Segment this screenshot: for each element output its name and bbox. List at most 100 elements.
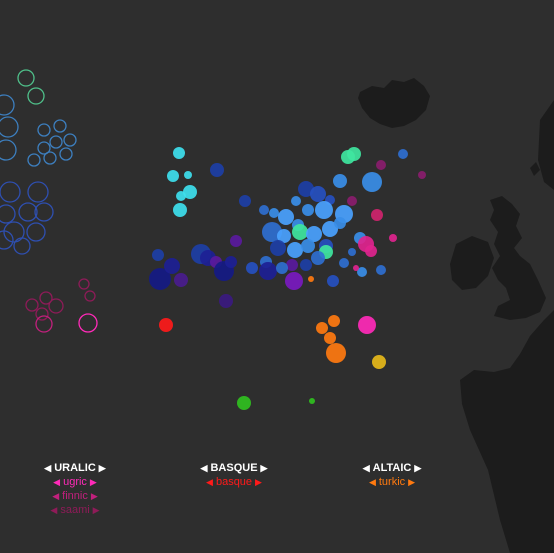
next-arrow-icon[interactable]: ▶ — [89, 477, 97, 487]
prev-arrow-icon[interactable]: ◀ — [362, 463, 370, 473]
language-bubble[interactable] — [365, 245, 377, 257]
language-bubble[interactable] — [219, 294, 233, 308]
language-bubble-outline[interactable] — [49, 135, 63, 149]
language-bubble-outline[interactable] — [35, 307, 49, 321]
family-toggle-basque[interactable]: ◀ BASQUE ▶ — [194, 461, 274, 475]
language-bubble-outline[interactable] — [59, 147, 73, 161]
language-bubble[interactable] — [210, 163, 224, 177]
prev-arrow-icon[interactable]: ◀ — [50, 505, 58, 515]
language-bubble[interactable] — [164, 258, 180, 274]
language-bubble-outline[interactable] — [84, 290, 96, 302]
language-bubble-outline[interactable] — [0, 139, 17, 161]
language-bubble[interactable] — [326, 343, 346, 363]
language-bubble[interactable] — [324, 332, 336, 344]
branch-toggle-basque[interactable]: ◀ basque ▶ — [194, 475, 274, 489]
language-bubble-outline[interactable] — [27, 153, 41, 167]
language-bubble[interactable] — [300, 259, 312, 271]
language-bubble[interactable] — [152, 249, 164, 261]
language-bubble-outline[interactable] — [78, 313, 98, 333]
language-bubble[interactable] — [259, 262, 277, 280]
branch-toggle-saami[interactable]: ◀ saami ▶ — [36, 503, 114, 517]
language-bubble[interactable] — [347, 147, 361, 161]
language-bubble-outline[interactable] — [37, 141, 51, 155]
language-bubble-outline[interactable] — [53, 119, 67, 133]
language-bubble[interactable] — [259, 205, 269, 215]
language-bubble[interactable] — [311, 251, 325, 265]
language-bubble-outline[interactable] — [34, 202, 54, 222]
prev-arrow-icon[interactable]: ◀ — [200, 463, 208, 473]
language-bubble-outline[interactable] — [25, 298, 39, 312]
next-arrow-icon[interactable]: ▶ — [98, 463, 106, 473]
language-bubble[interactable] — [327, 275, 339, 287]
language-bubble[interactable] — [334, 217, 346, 229]
language-bubble-outline[interactable] — [43, 151, 57, 165]
language-bubble-outline[interactable] — [26, 222, 46, 242]
language-bubble[interactable] — [362, 172, 382, 192]
language-bubble[interactable] — [174, 273, 188, 287]
language-bubble[interactable] — [287, 242, 303, 258]
language-bubble-outline[interactable] — [3, 221, 25, 243]
language-bubble[interactable] — [292, 224, 308, 240]
language-bubble[interactable] — [173, 203, 187, 217]
language-bubble[interactable] — [278, 209, 294, 225]
next-arrow-icon[interactable]: ▶ — [408, 477, 416, 487]
language-bubble[interactable] — [357, 267, 367, 277]
language-bubble-outline[interactable] — [0, 181, 21, 203]
language-bubble[interactable] — [308, 276, 314, 282]
prev-arrow-icon[interactable]: ◀ — [44, 463, 52, 473]
language-bubble[interactable] — [306, 226, 322, 242]
prev-arrow-icon[interactable]: ◀ — [52, 491, 60, 501]
language-bubble-outline[interactable] — [48, 298, 64, 314]
family-toggle-altaic[interactable]: ◀ ALTAIC ▶ — [354, 461, 430, 475]
language-bubble-outline[interactable] — [0, 94, 15, 116]
language-bubble-outline[interactable] — [0, 230, 14, 250]
next-arrow-icon[interactable]: ▶ — [255, 477, 262, 487]
language-bubble-outline[interactable] — [35, 315, 53, 333]
language-bubble[interactable] — [358, 316, 376, 334]
language-bubble-outline[interactable] — [0, 116, 19, 138]
branch-toggle-finnic[interactable]: ◀ finnic ▶ — [36, 489, 114, 503]
language-bubble[interactable] — [269, 208, 279, 218]
language-bubble[interactable] — [389, 234, 397, 242]
language-bubble[interactable] — [159, 318, 173, 332]
language-bubble-outline[interactable] — [0, 204, 16, 224]
language-bubble[interactable] — [149, 268, 171, 290]
language-bubble[interactable] — [372, 355, 386, 369]
language-bubble[interactable] — [353, 265, 359, 271]
language-bubble[interactable] — [173, 147, 185, 159]
next-arrow-icon[interactable]: ▶ — [90, 491, 98, 501]
language-bubble-outline[interactable] — [37, 123, 51, 137]
language-bubble[interactable] — [328, 315, 340, 327]
branch-toggle-turkic[interactable]: ◀ turkic ▶ — [354, 475, 430, 489]
language-bubble[interactable] — [301, 239, 315, 253]
language-bubble[interactable] — [239, 195, 251, 207]
language-bubble-outline[interactable] — [17, 69, 35, 87]
language-bubble[interactable] — [291, 196, 301, 206]
language-bubble[interactable] — [398, 149, 408, 159]
family-toggle-uralic[interactable]: ◀ URALIC ▶ — [36, 461, 114, 475]
language-bubble[interactable] — [347, 196, 357, 206]
language-bubble-outline[interactable] — [18, 202, 38, 222]
language-bubble-outline[interactable] — [27, 87, 45, 105]
language-bubble[interactable] — [167, 170, 179, 182]
language-bubble[interactable] — [309, 398, 315, 404]
language-bubble[interactable] — [302, 204, 314, 216]
prev-arrow-icon[interactable]: ◀ — [206, 477, 213, 487]
language-bubble[interactable] — [276, 262, 288, 274]
language-bubble[interactable] — [184, 171, 192, 179]
language-bubble-outline[interactable] — [63, 133, 77, 147]
language-bubble[interactable] — [315, 201, 333, 219]
language-bubble[interactable] — [376, 160, 386, 170]
language-bubble[interactable] — [262, 222, 282, 242]
language-bubble[interactable] — [333, 174, 347, 188]
language-bubble-outline[interactable] — [39, 291, 53, 305]
language-bubble[interactable] — [316, 322, 328, 334]
language-bubble-outline[interactable] — [13, 237, 31, 255]
language-bubble[interactable] — [348, 248, 356, 256]
language-bubble[interactable] — [418, 171, 426, 179]
language-bubble[interactable] — [246, 262, 258, 274]
language-bubble[interactable] — [310, 186, 326, 202]
prev-arrow-icon[interactable]: ◀ — [368, 477, 376, 487]
language-bubble[interactable] — [286, 259, 298, 271]
language-bubble[interactable] — [230, 235, 242, 247]
